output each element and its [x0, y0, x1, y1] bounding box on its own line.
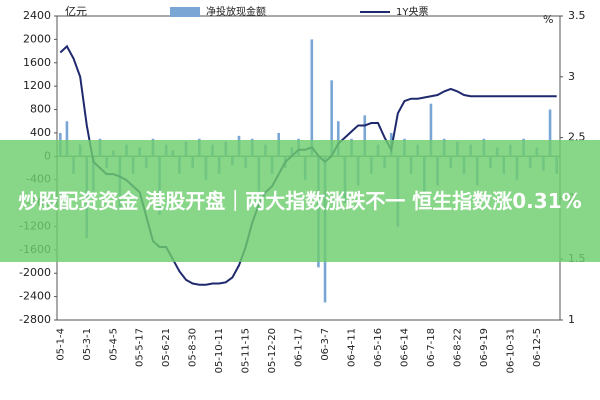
bar — [336, 121, 340, 157]
overlay-text: 炒股配资资金 港股开盘｜两大指数涨跌不一 恒生指数涨0.31% — [18, 189, 582, 213]
y-tick-label: -2400 — [19, 290, 51, 303]
x-tick-label: 06-8-22 — [452, 328, 463, 367]
x-tick-label: 06-12-5 — [532, 328, 543, 367]
legend-swatch — [170, 7, 200, 17]
x-tick-label: 05-11-15 — [241, 328, 252, 373]
y-unit: 亿元 — [65, 5, 87, 18]
y-tick-label: 1600 — [23, 56, 51, 69]
x-tick-label: 06-9-19 — [479, 328, 490, 367]
x-tick-label: 06-6-14 — [399, 328, 410, 367]
x-tick-label: 06-7-18 — [426, 328, 437, 367]
y2-tick-label: 1 — [568, 313, 575, 326]
y2-unit: % — [543, 13, 553, 26]
x-tick-label: 05-1-4 — [55, 328, 66, 361]
y-tick-label: 800 — [30, 103, 51, 116]
x-tick-label: 06-10-31 — [505, 328, 516, 373]
y-tick-label: -2800 — [19, 313, 51, 326]
y-tick-label: 1200 — [23, 79, 51, 92]
legend-label: 1Y央票 — [396, 5, 428, 18]
y-tick-label: 2400 — [23, 9, 51, 22]
x-tick-label: 06-3-7 — [320, 328, 331, 361]
x-tick-label: 06-5-16 — [373, 328, 384, 367]
bar — [429, 103, 433, 157]
x-tick-label: 05-5-17 — [135, 328, 146, 367]
overlay-banner: 炒股配资资金 港股开盘｜两大指数涨跌不一 恒生指数涨0.31% — [0, 140, 600, 262]
x-tick-label: 05-8-30 — [188, 328, 199, 367]
x-tick-label: 06-4-11 — [347, 328, 358, 367]
bar — [363, 115, 367, 157]
legend-label: 净投放现金额 — [206, 5, 266, 18]
x-tick-label: 05-6-21 — [161, 328, 172, 367]
bar — [548, 109, 552, 157]
y2-tick-label: 3 — [568, 70, 575, 83]
bar — [330, 80, 333, 157]
x-tick-label: 06-1-17 — [294, 328, 305, 367]
x-tick-label: 05-12-20 — [267, 328, 278, 373]
y2-tick-label: 3.5 — [568, 9, 586, 22]
y-tick-label: -2000 — [19, 266, 51, 279]
x-tick-label: 05-10-11 — [214, 328, 225, 373]
y-tick-label: 2000 — [23, 32, 51, 45]
bar — [310, 39, 314, 157]
y-tick-label: 400 — [30, 126, 51, 139]
x-tick-label: 05-3-1 — [82, 328, 93, 361]
bar — [65, 121, 69, 157]
x-tick-label: 05-4-5 — [108, 328, 119, 361]
